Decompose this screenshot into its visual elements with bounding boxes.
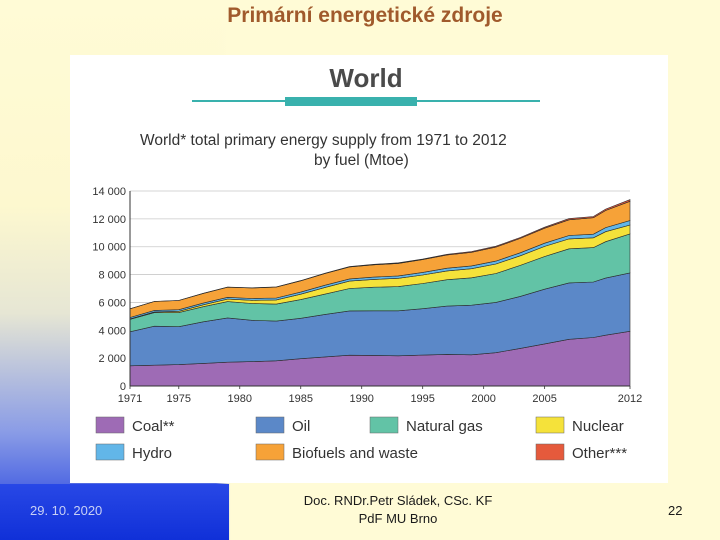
y-tick-label: 0 [120,381,126,393]
y-tick-label: 4 000 [98,325,126,337]
footer-date: 29. 10. 2020 [30,503,103,518]
legend-label: Other*** [572,445,627,462]
area-series-other [129,199,631,310]
x-tick-label: 1995 [410,393,434,405]
x-tick-label: 2012 [618,393,642,405]
legend-swatch [255,416,285,434]
legend-swatch [369,416,399,434]
x-tick-label: 2005 [532,393,556,405]
chart-subtitle: by fuel (Mtoe) [314,152,409,169]
slide-title: Primární energetické zdroje [227,4,503,27]
legend-swatch [95,443,125,461]
y-tick-label: 12 000 [92,214,126,226]
y-tick-label: 2 000 [98,353,126,365]
legend-swatch [255,443,285,461]
chart-card: World World* total primary energy supply… [70,55,668,483]
footer-author-line1: Doc. RNDr.Petr Sládek, CSc. KF [303,493,493,508]
legend-label: Oil [292,418,310,435]
header-rule-accent [285,97,417,106]
y-tick-label: 6 000 [98,297,126,309]
footer-author: Doc. RNDr.Petr Sládek, CSc. KF PdF MU Br… [260,492,536,528]
chart-header: World [329,63,402,93]
page-number: 22 [668,503,683,518]
legend-label: Nuclear [572,418,624,435]
footer-author-line2: PdF MU Brno [358,511,438,526]
legend-label: Coal** [132,418,175,435]
legend-swatch [535,443,565,461]
plot-area: 0 2 000 4 000 6 000 8 000 10 000 12 000 14 000 1… [92,186,642,405]
y-tick-label: 14 000 [92,186,126,198]
legend-label: Natural gas [406,418,483,435]
x-tick-label: 1990 [349,393,373,405]
y-tick-label: 10 000 [92,242,126,254]
chart-title: World* total primary energy supply from … [140,132,507,149]
x-tick-label: 1980 [228,393,252,405]
legend-swatch [535,416,565,434]
x-tick-label: 1975 [167,393,191,405]
y-tick-label: 8 000 [98,270,126,282]
legend-swatch [95,416,125,434]
legend-label: Hydro [132,445,172,462]
footer-bar [0,484,229,540]
x-tick-label: 2000 [471,393,495,405]
x-tick-label: 1971 [118,393,142,405]
legend-label: Biofuels and waste [292,445,418,462]
legend: Coal** Oil Natural gas Nuclear Hydro Biofuels… [95,416,627,462]
area-chart: World World* total primary energy supply… [92,63,642,462]
x-tick-label: 1985 [288,393,312,405]
